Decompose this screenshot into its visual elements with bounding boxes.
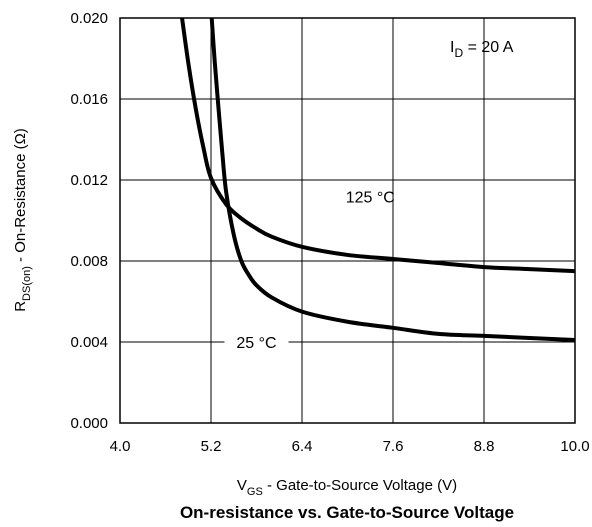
y-axis-label-sub: DS(on)	[21, 266, 33, 301]
x-axis-label-main: V	[237, 477, 247, 494]
y-tick-label: 0.020	[70, 10, 108, 27]
x-axis-label-sub: GS	[247, 486, 263, 498]
y-axis-label: RDS(on) - On-Resistance (Ω)	[12, 128, 33, 312]
y-tick-label: 0.000	[70, 415, 108, 432]
x-tick-label: 10.0	[560, 438, 589, 455]
y-tick-labels: 0.000 0.004 0.008 0.012 0.016 0.020	[70, 10, 108, 432]
x-tick-label: 5.2	[201, 438, 222, 455]
x-tick-label: 8.8	[474, 438, 495, 455]
current-annotation: ID = 20 A	[450, 39, 514, 60]
gridlines	[120, 18, 575, 423]
x-tick-label: 7.6	[383, 438, 404, 455]
x-tick-label: 6.4	[292, 438, 313, 455]
x-tick-labels: 4.0 5.2 6.4 7.6 8.8 10.0	[110, 438, 590, 455]
current-annotation-main: I	[450, 39, 454, 56]
plot-background	[120, 18, 575, 423]
x-axis-label-rest: - Gate-to-Source Voltage (V)	[263, 477, 457, 494]
curve-125c	[180, 18, 575, 274]
y-tick-label: 0.008	[70, 253, 108, 270]
curves	[180, 18, 575, 342]
y-axis-label-rest: - On-Resistance (Ω)	[12, 128, 29, 266]
curve-25c	[209, 18, 575, 342]
curve-labels: 125 °C 25 °C	[224, 189, 395, 353]
current-annotation-sub: D	[454, 46, 463, 60]
label-125c: 125 °C	[346, 189, 395, 206]
x-axis-label: VGS - Gate-to-Source Voltage (V)	[237, 477, 457, 498]
current-annotation-rest: = 20 A	[463, 39, 514, 56]
chart-title: On-resistance vs. Gate-to-Source Voltage	[180, 503, 514, 522]
plot-frame	[119, 17, 576, 424]
y-axis-label-main: R	[12, 301, 29, 312]
label-25c: 25 °C	[236, 335, 276, 352]
x-tick-label: 4.0	[110, 438, 131, 455]
y-tick-label: 0.016	[70, 91, 108, 108]
label-25c-backing	[224, 331, 289, 353]
y-tick-label: 0.004	[70, 334, 108, 351]
y-tick-label: 0.012	[70, 172, 108, 189]
